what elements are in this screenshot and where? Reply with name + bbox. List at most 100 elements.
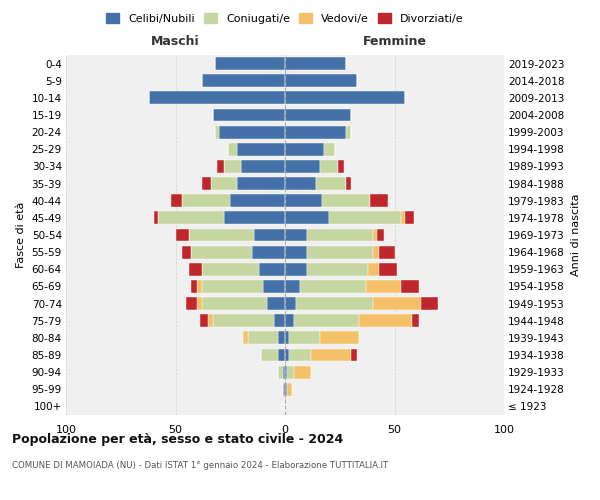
Bar <box>171 194 182 207</box>
Bar <box>285 74 357 87</box>
Bar <box>188 228 254 241</box>
Bar <box>283 366 285 378</box>
Bar <box>254 228 285 241</box>
Text: COMUNE DI MAMOIADA (NU) - Dati ISTAT 1° gennaio 2024 - Elaborazione TUTTITALIA.I: COMUNE DI MAMOIADA (NU) - Dati ISTAT 1° … <box>12 462 388 470</box>
Bar <box>285 108 351 122</box>
Bar <box>351 348 357 362</box>
Bar <box>285 194 322 207</box>
Bar <box>268 297 285 310</box>
Bar <box>285 366 287 378</box>
Bar <box>296 297 373 310</box>
Bar <box>188 263 202 276</box>
Bar <box>307 263 368 276</box>
Bar <box>316 177 346 190</box>
Bar <box>187 297 197 310</box>
Bar <box>289 332 320 344</box>
Bar <box>421 297 438 310</box>
Bar <box>202 263 259 276</box>
Bar <box>274 314 285 327</box>
Bar <box>401 212 406 224</box>
Bar <box>285 160 320 173</box>
Bar <box>294 366 311 378</box>
Bar <box>202 74 285 87</box>
Bar <box>289 348 311 362</box>
Bar <box>285 280 301 293</box>
Bar <box>191 280 197 293</box>
Bar <box>228 143 237 156</box>
Legend: Celibi/Nubili, Coniugati/e, Vedovi/e, Divorziati/e: Celibi/Nubili, Coniugati/e, Vedovi/e, Di… <box>103 10 467 28</box>
Bar <box>149 92 285 104</box>
Bar <box>359 314 412 327</box>
Bar <box>325 143 335 156</box>
Bar <box>285 348 289 362</box>
Bar <box>287 383 292 396</box>
Bar <box>406 212 414 224</box>
Bar <box>252 246 285 258</box>
Bar <box>213 108 285 122</box>
Bar <box>320 160 338 173</box>
Bar <box>379 263 397 276</box>
Bar <box>197 280 202 293</box>
Bar <box>285 332 289 344</box>
Bar <box>311 348 351 362</box>
Bar <box>202 177 211 190</box>
Bar <box>154 212 158 224</box>
Bar <box>244 332 248 344</box>
Bar <box>285 383 287 396</box>
Bar <box>224 160 241 173</box>
Bar <box>263 280 285 293</box>
Bar <box>329 212 401 224</box>
Text: Maschi: Maschi <box>151 35 200 48</box>
Y-axis label: Fasce di età: Fasce di età <box>16 202 26 268</box>
Bar <box>346 177 350 190</box>
Bar <box>368 263 379 276</box>
Bar <box>237 143 285 156</box>
Bar <box>208 314 213 327</box>
Bar <box>215 57 285 70</box>
Bar <box>197 297 202 310</box>
Bar <box>230 194 285 207</box>
Bar <box>301 280 366 293</box>
Bar <box>285 212 329 224</box>
Text: Popolazione per età, sesso e stato civile - 2024: Popolazione per età, sesso e stato civil… <box>12 432 343 446</box>
Bar <box>285 57 346 70</box>
Bar <box>401 280 419 293</box>
Bar <box>373 228 377 241</box>
Bar <box>322 194 370 207</box>
Bar <box>285 143 325 156</box>
Bar <box>285 246 307 258</box>
Bar <box>215 126 220 138</box>
Bar <box>285 177 316 190</box>
Bar <box>285 297 296 310</box>
Bar <box>202 297 268 310</box>
Bar <box>285 263 307 276</box>
Bar <box>182 194 230 207</box>
Bar <box>217 160 224 173</box>
Bar <box>237 177 285 190</box>
Text: Femmine: Femmine <box>362 35 427 48</box>
Bar <box>213 314 274 327</box>
Bar <box>278 332 285 344</box>
Bar <box>370 194 388 207</box>
Bar <box>202 280 263 293</box>
Bar <box>338 160 344 173</box>
Bar <box>285 126 346 138</box>
Bar <box>287 366 294 378</box>
Bar <box>220 126 285 138</box>
Bar <box>241 160 285 173</box>
Bar <box>285 228 307 241</box>
Bar <box>278 348 285 362</box>
Bar <box>158 212 224 224</box>
Bar <box>200 314 208 327</box>
Bar <box>278 366 283 378</box>
Bar <box>224 212 285 224</box>
Bar <box>307 246 373 258</box>
Bar <box>259 263 285 276</box>
Bar <box>283 383 285 396</box>
Bar <box>346 126 350 138</box>
Bar <box>261 348 278 362</box>
Bar <box>211 177 237 190</box>
Bar <box>285 92 406 104</box>
Bar <box>307 228 373 241</box>
Bar <box>182 246 191 258</box>
